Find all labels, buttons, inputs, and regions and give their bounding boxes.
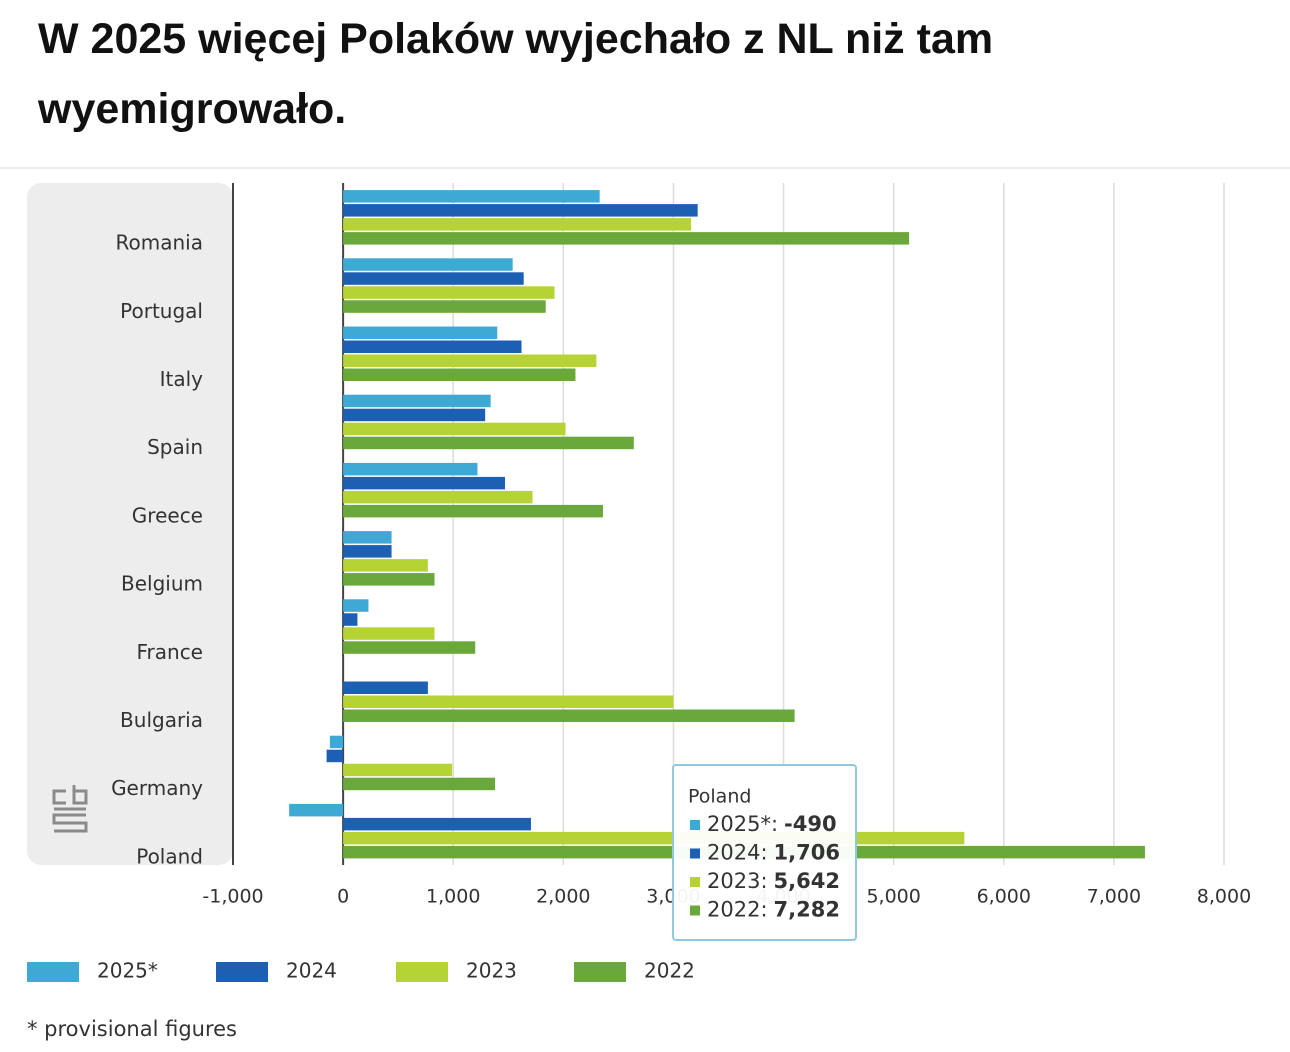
tooltip-value: 5,642 — [774, 869, 840, 893]
bar — [343, 681, 428, 694]
bar — [343, 354, 597, 367]
legend: 2025* 2024 2023 2022 — [27, 959, 695, 983]
bar — [343, 559, 428, 572]
bar — [343, 340, 522, 353]
tooltip-swatch — [690, 905, 700, 916]
tooltip-value: -490 — [784, 812, 837, 836]
tooltip-swatch — [690, 820, 700, 830]
legend-label: 2022 — [644, 959, 695, 983]
legend-swatch — [574, 962, 626, 982]
legend-label: 2023 — [466, 959, 517, 983]
bar — [343, 190, 600, 203]
category-label: Italy — [160, 367, 204, 391]
bar — [343, 300, 546, 313]
tooltip-separator: : — [760, 841, 767, 865]
category-label: Spain — [147, 435, 203, 459]
legend-label: 2024 — [286, 959, 337, 983]
bar — [343, 490, 533, 504]
bar — [343, 326, 498, 339]
tooltip-series-name: 2024 — [707, 841, 760, 865]
bar — [343, 777, 496, 791]
post-title: W 2025 więcej Polaków wyjechało z NL niż… — [38, 15, 994, 133]
bar — [343, 286, 555, 299]
x-tick-label: 8,000 — [1197, 886, 1251, 908]
bar — [329, 735, 344, 749]
tooltip-separator: : — [760, 898, 767, 922]
legend-swatch — [27, 962, 79, 982]
tooltip-series-name: 2022 — [707, 898, 760, 922]
bar — [343, 531, 392, 544]
legend-swatch — [216, 962, 268, 982]
tooltip-value: 1,706 — [774, 841, 840, 865]
bar — [343, 408, 486, 422]
category-label: France — [136, 640, 203, 664]
grid — [232, 183, 1225, 865]
tooltip-separator: : — [760, 869, 767, 893]
x-tick-label: 5,000 — [866, 886, 920, 908]
bar — [343, 258, 513, 271]
bar — [343, 641, 476, 654]
category-label: Germany — [111, 776, 203, 800]
footnote: * provisional figures — [27, 1017, 237, 1041]
category-label: Bulgaria — [120, 708, 203, 732]
logo — [52, 785, 88, 833]
bar — [343, 504, 603, 518]
x-tick-label: 0 — [337, 886, 349, 908]
x-tick-label: 7,000 — [1087, 886, 1141, 908]
x-tick-label: 1,000 — [426, 886, 480, 908]
category-label: Poland — [136, 844, 203, 868]
category-label: Portugal — [120, 299, 203, 323]
x-tick-label: 2,000 — [536, 886, 590, 908]
x-tick-label: -1,000 — [202, 886, 263, 908]
bar — [343, 218, 692, 231]
bar — [343, 204, 698, 217]
legend-swatch — [396, 962, 448, 982]
legend-label: 2025* — [97, 959, 158, 983]
bar — [343, 763, 453, 777]
tooltip-row: 2024: 1,706 — [707, 841, 840, 865]
bar — [343, 436, 634, 450]
bar — [326, 749, 344, 763]
bar — [343, 831, 965, 845]
tooltip-row: 2022: 7,282 — [707, 898, 840, 922]
bar — [343, 422, 566, 436]
bar — [343, 394, 491, 408]
bar — [343, 817, 531, 831]
bar — [343, 545, 392, 558]
tooltip-row: 2025*: -490 — [707, 812, 837, 836]
bar — [343, 695, 674, 708]
bar — [343, 627, 435, 640]
bar — [343, 462, 478, 476]
category-label: Greece — [132, 503, 203, 527]
tooltip-value: 7,282 — [774, 898, 840, 922]
bar — [343, 599, 369, 612]
bar — [289, 803, 344, 817]
tooltip-box — [672, 764, 857, 941]
bars — [289, 190, 1145, 859]
tooltip-row: 2023: 5,642 — [707, 869, 840, 893]
bar — [343, 573, 435, 586]
bar — [343, 476, 505, 490]
category-label: Belgium — [121, 572, 203, 596]
bar — [343, 272, 524, 285]
tooltip-title: Poland — [688, 786, 751, 808]
bar — [343, 368, 576, 381]
category-label: Romania — [116, 231, 203, 255]
bar — [343, 232, 910, 245]
tooltip-series-name: 2025* — [707, 812, 771, 836]
x-tick-label: 6,000 — [977, 886, 1031, 908]
tooltip-series-name: 2023 — [707, 869, 760, 893]
tooltip-swatch — [690, 877, 700, 887]
bar — [343, 709, 795, 722]
tooltip-separator: : — [771, 812, 778, 836]
tooltip-swatch — [690, 848, 700, 859]
bar — [343, 613, 358, 626]
label-panel — [27, 183, 233, 865]
